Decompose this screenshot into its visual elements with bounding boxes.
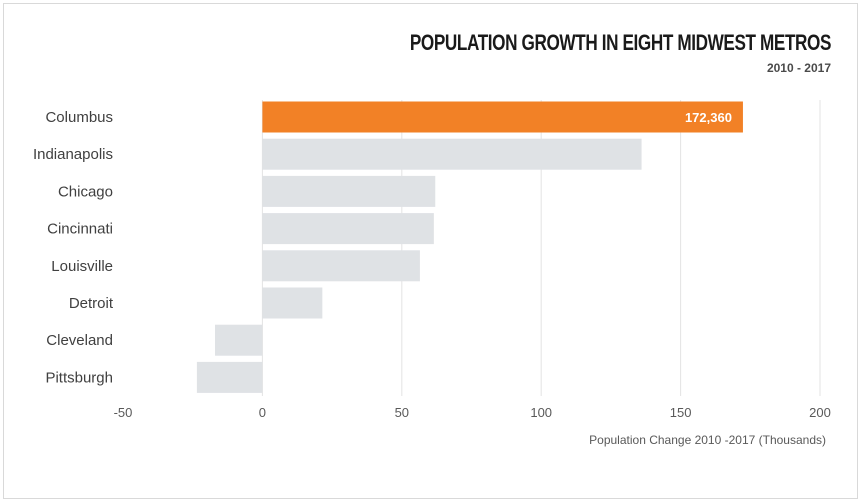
bar[interactable] [262, 213, 434, 245]
bar[interactable] [262, 250, 420, 282]
category-label: Cincinnati [47, 221, 113, 238]
bar[interactable] [215, 324, 263, 356]
bar[interactable] [262, 175, 436, 207]
chart-frame [3, 3, 858, 499]
category-label: Indianapolis [33, 146, 113, 163]
tick-label: 100 [530, 405, 552, 420]
x-axis-title: Population Change 2010 -2017 (Thousands) [589, 433, 826, 447]
tick-label: 150 [670, 405, 692, 420]
data-labels: 172,360 [685, 110, 732, 125]
category-label: Cleveland [46, 332, 113, 349]
bar[interactable] [262, 287, 323, 319]
bar[interactable] [196, 361, 263, 393]
category-label: Louisville [51, 258, 113, 275]
tick-label: -50 [114, 405, 133, 420]
tick-label: 50 [395, 405, 409, 420]
data-label: 172,360 [685, 110, 732, 125]
tick-labels: -50 0 50 100 150 200 [114, 405, 831, 420]
category-label: Chicago [58, 183, 113, 200]
bar[interactable] [262, 101, 743, 133]
tick-label: 0 [259, 405, 266, 420]
tick-label: 200 [809, 405, 831, 420]
category-label: Pittsburgh [45, 369, 113, 386]
category-label: Detroit [69, 295, 114, 312]
bar[interactable] [262, 138, 642, 170]
bars [196, 101, 743, 393]
chart-subtitle: 2010 - 2017 [766, 61, 831, 75]
category-label: Columbus [45, 109, 113, 126]
chart-title: POPULATION GROWTH IN EIGHT MIDWEST METRO… [409, 30, 832, 55]
category-labels: Columbus Indianapolis Chicago Cincinnati Lou… [33, 109, 114, 386]
